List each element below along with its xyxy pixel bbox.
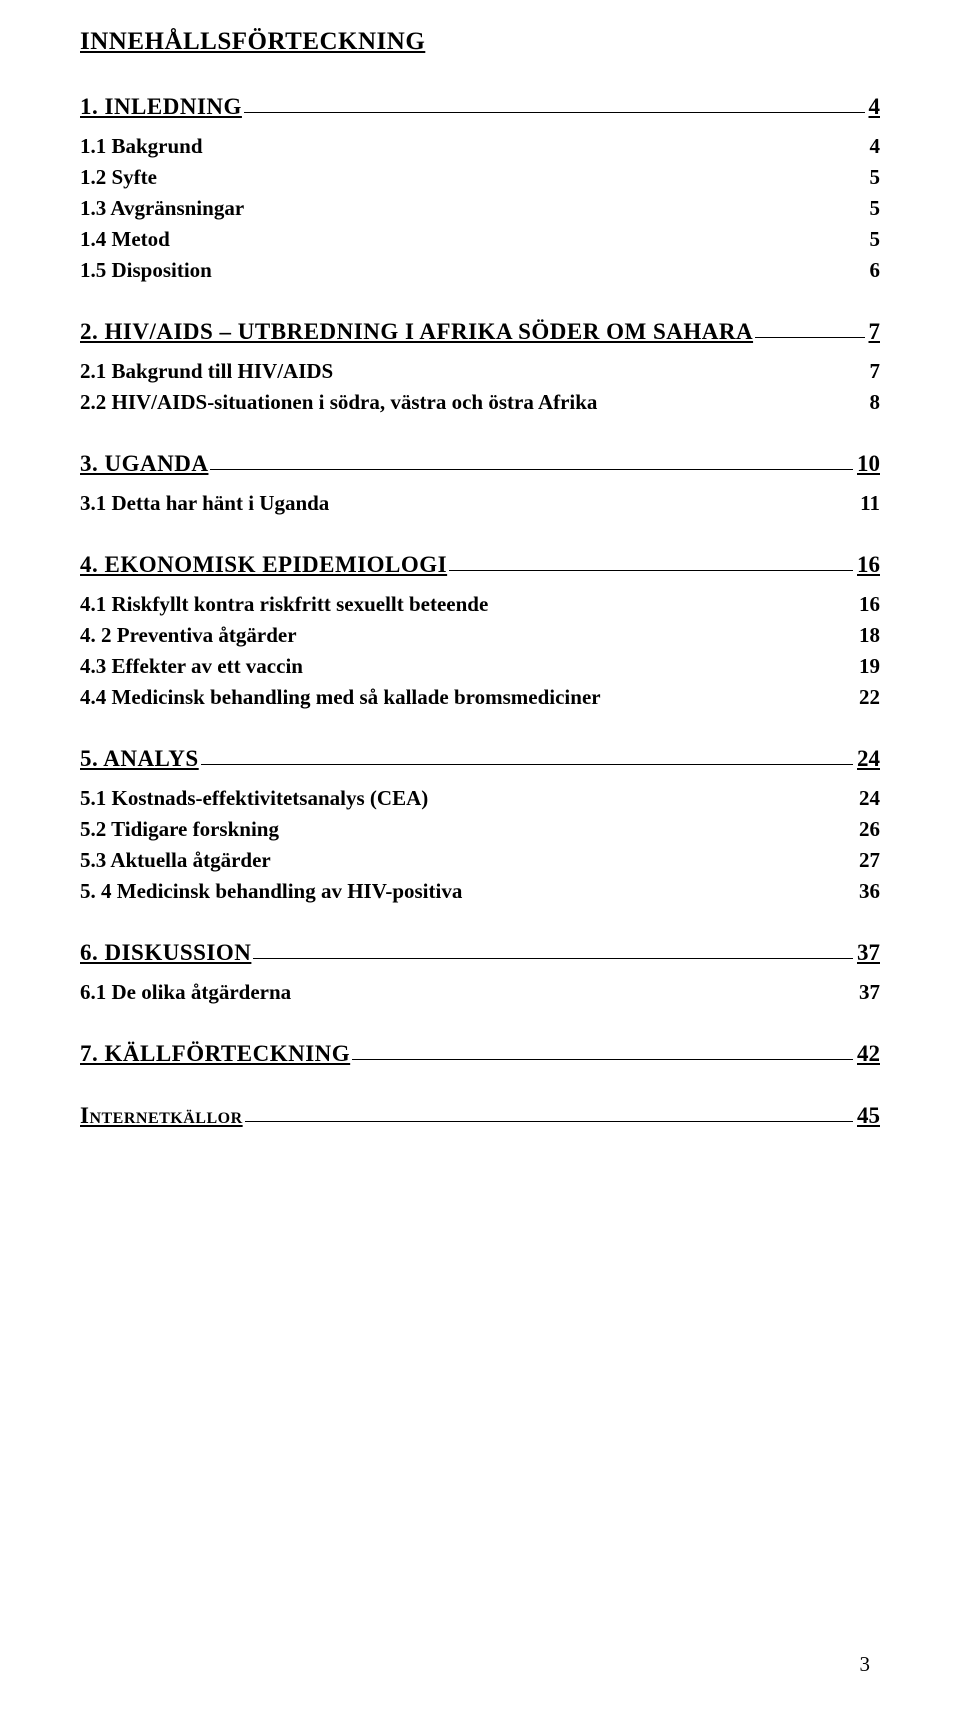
toc-sub-page: 8 <box>870 390 881 415</box>
toc-sub-label: 1.2 Syfte <box>80 165 157 190</box>
toc-sub-label: 4.1 Riskfyllt kontra riskfritt sexuellt … <box>80 592 488 617</box>
toc-sub-label: 4. 2 Preventiva åtgärder <box>80 623 297 648</box>
toc-section-label: 7. KÄLLFÖRTECKNING <box>80 1041 350 1067</box>
toc-sub-label: 1.1 Bakgrund <box>80 134 203 159</box>
toc-sub-page: 5 <box>870 165 881 190</box>
toc-section-label: 2. HIV/AIDS – UTBREDNING I AFRIKA SÖDER … <box>80 319 753 345</box>
toc-section-4: 4. EKONOMISK EPIDEMIOLOGI 16 <box>80 552 880 578</box>
toc-sub-3-1: 3.1 Detta har hänt i Uganda 11 <box>80 491 880 516</box>
toc-section-internet: Internetkällor 45 <box>80 1103 880 1129</box>
toc-section-page: 24 <box>857 746 880 772</box>
toc-sub-label: 2.2 HIV/AIDS-situationen i södra, västra… <box>80 390 597 415</box>
leader-line <box>201 764 853 765</box>
toc-section-label: 4. EKONOMISK EPIDEMIOLOGI <box>80 552 447 578</box>
toc-section-page: 45 <box>857 1103 880 1129</box>
toc-sub-page: 26 <box>859 817 880 842</box>
toc-sub-page: 6 <box>870 258 881 283</box>
toc-sub-page: 27 <box>859 848 880 873</box>
toc-sub-1-2: 1.2 Syfte 5 <box>80 165 880 190</box>
leader-line <box>244 112 865 113</box>
toc-section-5: 5. ANALYS 24 <box>80 746 880 772</box>
document-page: INNEHÅLLSFÖRTECKNING 1. INLEDNING 4 1.1 … <box>0 0 960 1717</box>
toc-sub-5-4: 5. 4 Medicinsk behandling av HIV-positiv… <box>80 879 880 904</box>
toc-sub-page: 4 <box>870 134 881 159</box>
toc-section-page: 4 <box>869 94 881 120</box>
toc-sub-page: 16 <box>859 592 880 617</box>
toc-section-3: 3. UGANDA 10 <box>80 451 880 477</box>
toc-sub-1-1: 1.1 Bakgrund 4 <box>80 134 880 159</box>
toc-sub-5-1: 5.1 Kostnads-effektivitetsanalys (CEA) 2… <box>80 786 880 811</box>
toc-sub-5-2: 5.2 Tidigare forskning 26 <box>80 817 880 842</box>
leader-line <box>253 958 853 959</box>
toc-section-page: 42 <box>857 1041 880 1067</box>
leader-line <box>449 570 853 571</box>
toc-section-page: 7 <box>869 319 881 345</box>
toc-sub-5-3: 5.3 Aktuella åtgärder 27 <box>80 848 880 873</box>
page-number: 3 <box>860 1652 871 1677</box>
toc-sub-label: 1.4 Metod <box>80 227 170 252</box>
leader-line <box>245 1121 853 1122</box>
toc-sub-label: 4.4 Medicinsk behandling med så kallade … <box>80 685 601 710</box>
toc-sub-page: 36 <box>859 879 880 904</box>
toc-sub-1-3: 1.3 Avgränsningar 5 <box>80 196 880 221</box>
toc-sub-1-4: 1.4 Metod 5 <box>80 227 880 252</box>
toc-section-2: 2. HIV/AIDS – UTBREDNING I AFRIKA SÖDER … <box>80 319 880 345</box>
toc-title: INNEHÅLLSFÖRTECKNING <box>80 28 880 56</box>
toc-sub-4-3: 4.3 Effekter av ett vaccin 19 <box>80 654 880 679</box>
toc-sub-page: 11 <box>860 491 880 516</box>
toc-section-label: 5. ANALYS <box>80 746 199 772</box>
toc-sub-label: 5. 4 Medicinsk behandling av HIV-positiv… <box>80 879 462 904</box>
toc-sub-2-2: 2.2 HIV/AIDS-situationen i södra, västra… <box>80 390 880 415</box>
toc-section-label: 3. UGANDA <box>80 451 208 477</box>
toc-section-label: Internetkällor <box>80 1103 243 1129</box>
toc-sub-page: 5 <box>870 196 881 221</box>
toc-sub-4-2: 4. 2 Preventiva åtgärder 18 <box>80 623 880 648</box>
toc-section-page: 10 <box>857 451 880 477</box>
toc-sub-label: 6.1 De olika åtgärderna <box>80 980 291 1005</box>
toc-section-6: 6. DISKUSSION 37 <box>80 940 880 966</box>
toc-sub-1-5: 1.5 Disposition 6 <box>80 258 880 283</box>
toc-sub-label: 2.1 Bakgrund till HIV/AIDS <box>80 359 333 384</box>
toc-section-label: 1. INLEDNING <box>80 94 242 120</box>
toc-sub-page: 37 <box>859 980 880 1005</box>
toc-sub-4-4: 4.4 Medicinsk behandling med så kallade … <box>80 685 880 710</box>
toc-section-page: 16 <box>857 552 880 578</box>
toc-sub-page: 22 <box>859 685 880 710</box>
toc-section-1: 1. INLEDNING 4 <box>80 94 880 120</box>
toc-sub-page: 7 <box>870 359 881 384</box>
toc-sub-6-1: 6.1 De olika åtgärderna 37 <box>80 980 880 1005</box>
toc-sub-page: 5 <box>870 227 881 252</box>
leader-line <box>352 1059 853 1060</box>
toc-sub-page: 18 <box>859 623 880 648</box>
toc-sub-label: 3.1 Detta har hänt i Uganda <box>80 491 329 516</box>
toc-sub-2-1: 2.1 Bakgrund till HIV/AIDS 7 <box>80 359 880 384</box>
toc-sub-page: 24 <box>859 786 880 811</box>
toc-section-page: 37 <box>857 940 880 966</box>
toc-section-label: 6. DISKUSSION <box>80 940 251 966</box>
leader-line <box>210 469 853 470</box>
toc-sub-label: 5.2 Tidigare forskning <box>80 817 279 842</box>
toc-sub-label: 4.3 Effekter av ett vaccin <box>80 654 303 679</box>
toc-sub-label: 5.3 Aktuella åtgärder <box>80 848 271 873</box>
toc-section-7: 7. KÄLLFÖRTECKNING 42 <box>80 1041 880 1067</box>
toc-sub-4-1: 4.1 Riskfyllt kontra riskfritt sexuellt … <box>80 592 880 617</box>
toc-sub-label: 1.3 Avgränsningar <box>80 196 244 221</box>
toc-sub-label: 5.1 Kostnads-effektivitetsanalys (CEA) <box>80 786 428 811</box>
leader-line <box>755 337 864 338</box>
toc-sub-label: 1.5 Disposition <box>80 258 212 283</box>
toc-sub-page: 19 <box>859 654 880 679</box>
